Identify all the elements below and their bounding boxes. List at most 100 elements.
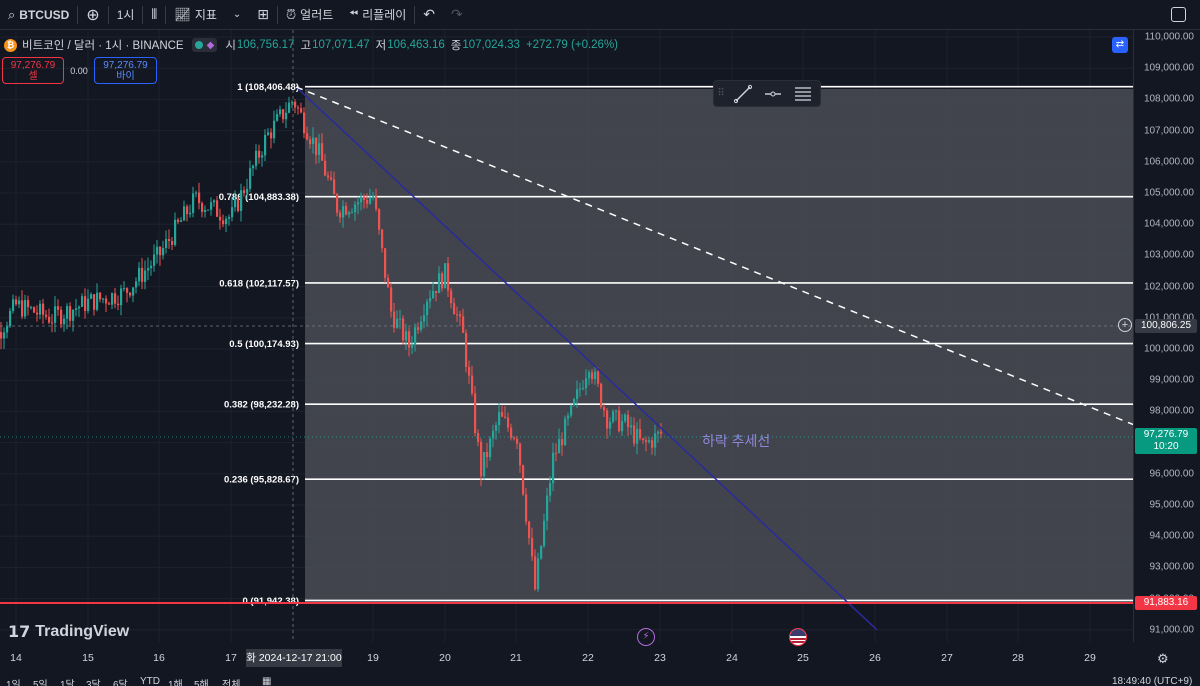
layout-button[interactable]: ⊞ [249,0,277,30]
candle-body [492,430,495,439]
compare-button[interactable]: ⊕ [78,0,107,30]
candle-body [255,150,258,166]
bar-countdown: 10:20 [1153,441,1179,452]
candle-body [126,288,129,293]
trend-line-tool-icon[interactable] [728,81,758,106]
market-status-pill[interactable]: ◆ [191,38,218,52]
time-tick-label: 19 [367,652,379,664]
tradingview-logo[interactable]: 𝟭𝟳 TradingView [8,622,129,642]
symbol-search[interactable]: ⌕ BTCUSD [0,0,77,30]
candle-body [390,287,393,312]
candle-body [180,220,183,222]
candle-body [555,452,558,454]
fib-retracement-tool-icon[interactable] [788,81,818,106]
candle-body [552,452,555,484]
candle-body [117,303,120,306]
undo-button[interactable]: ↶ [415,0,443,30]
buy-button[interactable]: 97,276.79 바이 [94,57,157,84]
search-icon: ⌕ [8,6,16,22]
alert-button[interactable]: ⏰︎ 얼러트 [278,0,341,30]
candle-body [504,416,507,418]
range-button[interactable]: 1해 [168,680,183,686]
candle-body [36,312,39,315]
auto-scale-button[interactable]: ⇄ [1112,37,1128,53]
range-button[interactable]: 6달 [113,680,128,686]
candle-body [453,303,456,315]
indicators-dropdown[interactable]: ⌄ [225,0,249,30]
range-button[interactable]: 5해 [194,680,209,686]
clock-label[interactable]: 18:49:40 (UTC+9) [1112,676,1193,686]
candle-body [411,344,414,348]
fib-level-label: 0.786 (104,883.38) [219,192,299,203]
range-button[interactable]: 1일 [6,680,21,686]
price-axis[interactable]: 110,000.00 109,000.00 108,000.00 107,000.00… [1133,30,1200,642]
indicators-button[interactable]: 📈︎ 지표 [166,0,225,30]
price-tick-label: 103,000.00 [1143,249,1194,261]
candle-body [498,412,501,426]
candle-body [345,205,348,215]
candle-body [195,192,198,194]
candle-body [366,200,369,204]
chart-type-button[interactable]: ⫴ [143,0,165,30]
fullscreen-button[interactable] [1163,0,1194,30]
calendar-icon[interactable]: ▦ [262,676,272,686]
drag-handle-icon[interactable]: ⠿ [717,88,725,99]
interval-label: 1시 [116,8,135,22]
price-tick-label: 109,000.00 [1143,62,1194,74]
candle-body [336,194,339,213]
price-tick-label: 98,000.00 [1149,405,1195,417]
candle-body [480,441,483,477]
sell-price: 97,276.79 [10,60,56,71]
candle-body [396,318,399,328]
candle-body [198,192,201,204]
time-axis[interactable]: 14 15 16 17 19 20 21 22 23 24 25 26 27 28 29 [0,647,1133,669]
horizontal-ray-tool-icon[interactable] [758,81,788,106]
low-value: 106,463.16 [387,39,445,51]
add-crosshair-button[interactable]: + [1118,318,1132,332]
bitcoin-icon: ₿ [4,38,17,52]
candle-body [384,248,387,278]
candle-body [60,309,63,325]
open-value: 106,756.17 [236,39,295,51]
candle-body [612,411,615,422]
symbol-legend: ₿ 비트코인 / 달러 · 1시 · BINANCE ◆ 시 106,756.17… [4,37,624,53]
tradingview-mark-icon: 𝟭𝟳 [8,624,31,641]
range-button[interactable]: 5일 [33,680,48,686]
legend-title[interactable]: 비트코인 / 달러 · 1시 · BINANCE [22,40,184,52]
range-button[interactable]: 1달 [60,680,75,686]
redo-button[interactable]: ↷ [443,0,471,30]
range-button[interactable]: YTD [140,676,160,686]
candle-body [426,301,429,316]
sell-button[interactable]: 97,276.79 셀 [2,57,64,84]
candle-body [147,268,150,271]
price-chart[interactable]: 1 (108,406.48) 0.786 (104,883.38) 0.618 (1… [0,30,1133,642]
candle-body [429,297,432,302]
candle-body [51,322,54,324]
replay-button[interactable]: ⏪︎ 리플레이 [341,0,414,30]
range-bar: 1일 5일 1달 3달 6달 YTD 1해 5해 전체 ▦ 18:49:40 (UTC+9) [0,676,1200,686]
drawing-toolbar: ⠿ [713,80,821,107]
high-key: 고 [300,40,312,52]
interval-button[interactable]: 1시 [109,0,143,30]
candle-body [222,220,225,225]
alert-price-label: 91,883.16 [1135,596,1197,610]
price-tick-label: 102,000.00 [1143,281,1194,293]
range-button[interactable]: 전체 [222,680,241,686]
candle-body [561,439,564,446]
candle-body [474,393,477,434]
candle-body [357,202,360,205]
candle-body [84,296,87,312]
time-axis-settings-button[interactable]: ⚙︎ [1157,651,1169,667]
candle-body [630,425,633,428]
range-button[interactable]: 3달 [86,680,101,686]
alert-label: 얼러트 [300,8,334,22]
candle-body [534,556,537,590]
fib-level-label: 0.236 (95,828.67) [224,475,299,486]
price-tick-label: 104,000.00 [1143,218,1194,230]
candle-body [186,206,189,215]
fib-level-label: 0.618 (102,117.57) [219,278,299,289]
close-value: 107,024.33 [462,39,520,51]
time-tick-label: 16 [153,652,165,664]
event-us-flag-icon[interactable] [789,628,807,646]
event-lightning-icon[interactable]: ⚡ [637,628,655,646]
